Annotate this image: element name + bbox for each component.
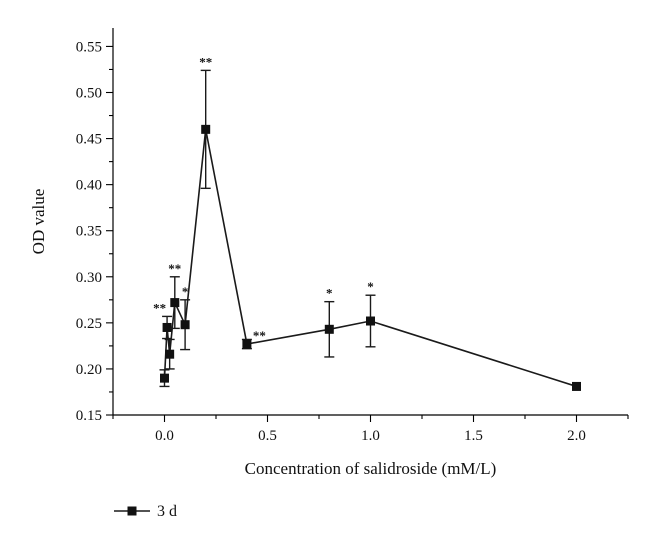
x-tick-label: 1.5 bbox=[464, 428, 483, 444]
significance-label: ** bbox=[168, 261, 181, 276]
data-point bbox=[572, 381, 581, 391]
x-tick-label: 0.0 bbox=[155, 428, 174, 444]
significance-label: ** bbox=[153, 300, 166, 315]
y-tick-label: 0.20 bbox=[76, 362, 102, 378]
y-tick-label: 0.40 bbox=[76, 178, 102, 194]
x-tick-label: 2.0 bbox=[567, 428, 586, 444]
data-point bbox=[165, 349, 175, 359]
y-axis-ticks: 0.15 0.20 0.25 0.30 0.35 0.40 0.45 0.50 0.55 bbox=[76, 39, 113, 424]
significance-label: ** bbox=[253, 328, 266, 343]
legend-label-3d: 3 d bbox=[157, 503, 177, 520]
y-tick-label: 0.15 bbox=[76, 408, 102, 424]
legend: 3 d bbox=[114, 503, 177, 520]
x-axis-ticks: 0.0 0.5 1.0 1.5 2.0 bbox=[112, 415, 629, 444]
significance-label: * bbox=[182, 284, 189, 299]
y-tick-label: 0.55 bbox=[76, 39, 102, 55]
data-point bbox=[160, 373, 169, 383]
series-line-3d bbox=[163, 129, 577, 388]
data-point bbox=[324, 324, 334, 334]
legend-marker-3d bbox=[127, 506, 137, 516]
x-axis-title: Concentration of salidroside (mM/L) bbox=[245, 459, 497, 478]
x-tick-label: 0.5 bbox=[258, 428, 277, 444]
significance-label: ** bbox=[199, 54, 212, 69]
y-tick-label: 0.35 bbox=[76, 224, 102, 240]
plot-area: ********** * bbox=[153, 54, 581, 391]
x-tick-label: 1.0 bbox=[361, 428, 380, 444]
data-point bbox=[170, 298, 180, 308]
data-point bbox=[201, 124, 211, 134]
data-point bbox=[242, 339, 252, 349]
axes bbox=[112, 28, 628, 416]
significance-label: * bbox=[326, 286, 333, 301]
data-point bbox=[180, 320, 190, 330]
y-tick-label: 0.50 bbox=[76, 86, 102, 102]
data-point bbox=[366, 316, 375, 326]
y-axis-title: OD value bbox=[29, 189, 48, 255]
significance-label: * bbox=[367, 279, 374, 294]
y-tick-label: 0.45 bbox=[76, 132, 102, 148]
data-point bbox=[162, 322, 172, 332]
y-tick-label: 0.30 bbox=[76, 270, 102, 286]
y-tick-label: 0.25 bbox=[76, 316, 102, 332]
